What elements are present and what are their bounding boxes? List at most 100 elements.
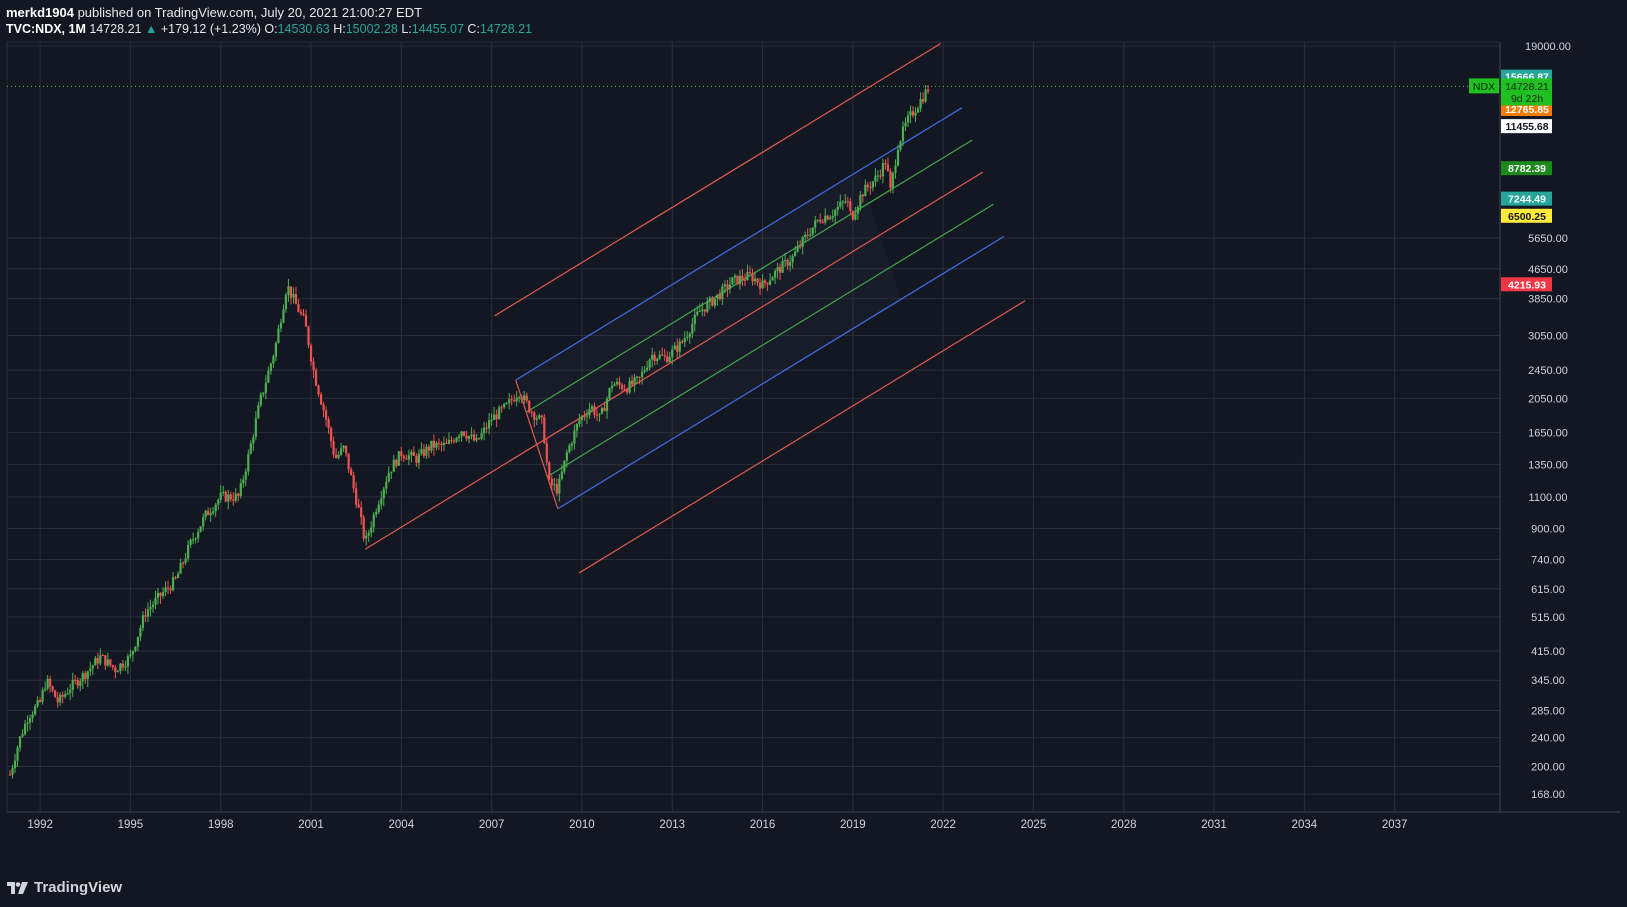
candle-body xyxy=(136,636,140,647)
publish-info: published on TradingView.com, July 20, 2… xyxy=(77,5,423,20)
pitchfork-level-line xyxy=(578,300,1026,574)
candle-body xyxy=(593,406,596,415)
symbol-label[interactable]: TVC:NDX, 1M xyxy=(6,22,86,36)
high-label: H: xyxy=(333,22,346,36)
tradingview-branding[interactable]: TradingView xyxy=(7,879,122,896)
candle-body xyxy=(603,407,606,412)
candle-body xyxy=(179,562,182,574)
candle-body xyxy=(503,403,506,408)
candle-body xyxy=(525,395,528,401)
candle-body xyxy=(826,215,829,220)
candle-body xyxy=(437,442,441,444)
candle-body xyxy=(884,162,887,165)
candle-body xyxy=(307,326,310,346)
author-name[interactable]: merkd1904 xyxy=(6,5,74,20)
candle-body xyxy=(181,562,185,564)
candle-body xyxy=(819,219,822,222)
candle-body xyxy=(149,607,152,610)
candle-body xyxy=(874,175,877,182)
candle-body xyxy=(13,760,17,769)
candle-body xyxy=(741,275,744,280)
candle-body xyxy=(538,415,541,419)
candle-body xyxy=(460,431,463,437)
candle-body xyxy=(284,294,288,310)
candle-body xyxy=(151,604,155,608)
candle-body xyxy=(565,452,568,461)
candle-body xyxy=(304,315,308,327)
candle-body xyxy=(465,435,468,439)
candle-body xyxy=(575,423,579,431)
candle-body xyxy=(801,237,804,247)
candle-body xyxy=(691,324,694,334)
price-tags: 15666.8714042.5712765.8511455.688782.397… xyxy=(7,69,1552,292)
candle-body xyxy=(523,395,526,400)
candle-body xyxy=(886,164,890,172)
candle-body xyxy=(829,217,832,220)
candle-body xyxy=(159,592,162,597)
candle-body xyxy=(648,359,651,368)
candle-body xyxy=(555,484,558,494)
candle-body xyxy=(533,412,536,420)
pitchfork-level-line xyxy=(557,235,1005,510)
candle-body xyxy=(101,655,104,657)
price-tag-label: 12765.85 xyxy=(1505,104,1549,116)
candle-body xyxy=(728,284,732,290)
candle-body xyxy=(726,284,729,290)
candle-body xyxy=(76,679,79,686)
candle-body xyxy=(345,445,348,454)
candle-body xyxy=(926,89,930,92)
candle-body xyxy=(859,194,862,208)
candle-body xyxy=(671,349,674,358)
candle-body xyxy=(748,272,752,274)
candle-body xyxy=(548,462,551,479)
candle-body xyxy=(18,736,22,748)
candle-body xyxy=(450,439,453,441)
candle-body xyxy=(794,251,797,256)
candle-body xyxy=(447,439,451,444)
symbol-tag-label: NDX xyxy=(1473,81,1495,93)
candle-body xyxy=(505,402,508,404)
candle-body xyxy=(630,380,634,385)
candle-body xyxy=(518,397,521,399)
candle-body xyxy=(329,428,333,442)
open-value: 14530.63 xyxy=(277,22,330,36)
candle-body xyxy=(590,406,594,410)
candle-body xyxy=(791,255,794,263)
x-tick-label: 2019 xyxy=(840,819,866,831)
candle-body xyxy=(430,440,433,451)
y-tick-label: 415.00 xyxy=(1531,646,1565,658)
pitchfork-drawing[interactable] xyxy=(364,42,1026,574)
y-tick-label: 515.00 xyxy=(1531,612,1565,624)
candle-body xyxy=(904,122,907,127)
candle-body xyxy=(716,294,719,299)
low-label: L: xyxy=(401,22,412,36)
candle-body xyxy=(21,734,24,737)
candle-body xyxy=(217,499,220,505)
candle-body xyxy=(641,371,644,378)
candle-body xyxy=(558,478,561,494)
low-value: 14455.07 xyxy=(411,22,464,36)
candle-body xyxy=(500,407,503,409)
candle-body xyxy=(335,454,338,458)
candle-body xyxy=(470,434,473,437)
price-tag-label: 4215.93 xyxy=(1508,279,1546,291)
candle-body xyxy=(914,112,917,116)
candle-body xyxy=(131,650,135,655)
candle-body xyxy=(688,333,691,337)
candle-body xyxy=(395,459,398,466)
candle-body xyxy=(397,451,400,466)
candle-body xyxy=(814,220,817,228)
candle-body xyxy=(91,665,94,669)
candle-body xyxy=(899,141,902,150)
candle-body xyxy=(106,659,109,666)
price-tag-label: 7244.49 xyxy=(1508,194,1546,206)
candle-body xyxy=(804,234,807,238)
candle-body xyxy=(909,111,912,116)
candle-body xyxy=(563,460,566,472)
price-tag-box xyxy=(1501,208,1552,223)
candle-body xyxy=(477,438,481,440)
candle-body xyxy=(176,573,180,579)
candle-body xyxy=(387,472,390,482)
candle-body xyxy=(319,394,323,405)
